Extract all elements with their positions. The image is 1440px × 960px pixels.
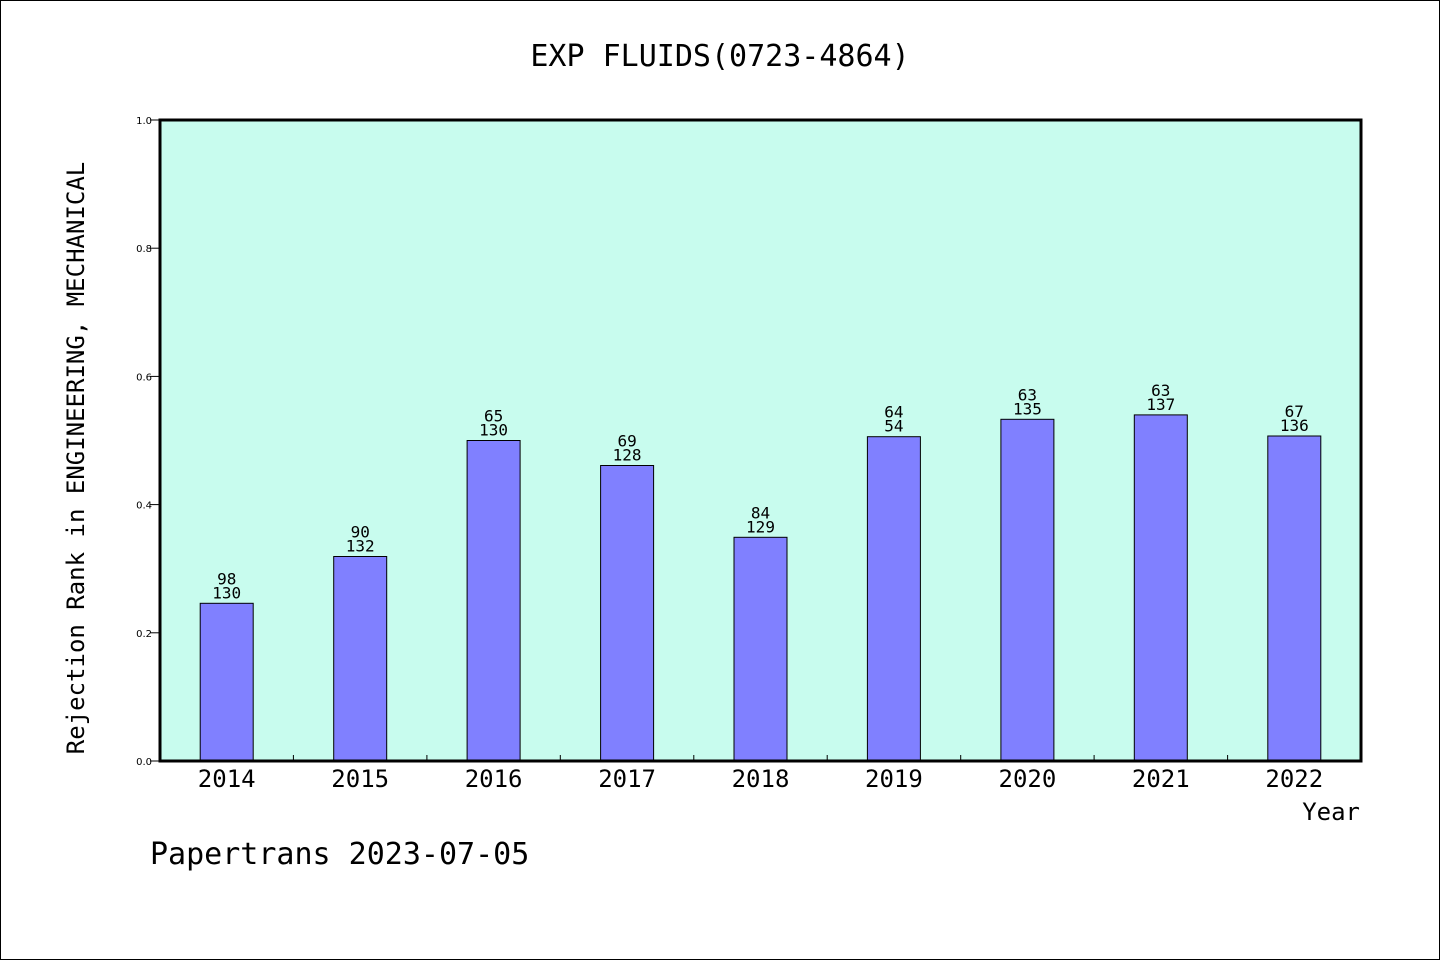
bar-2021: [1133, 414, 1188, 762]
chart-title: EXP FLUIDS(0723-4864): [530, 39, 909, 74]
x-tick-label: 2018: [732, 765, 790, 793]
bar-label-bottom: 129: [746, 517, 775, 536]
bar-label-top: 63: [1151, 381, 1170, 400]
bar-label-bottom: 137: [1146, 395, 1175, 414]
bar-2022: [1267, 435, 1322, 762]
bar-2020: [1000, 418, 1055, 762]
y-tick-label: 0.8: [136, 244, 152, 255]
bar-2017: [600, 465, 655, 762]
bar-label-bottom: 130: [479, 421, 508, 440]
y-tick-label: 0.0: [136, 757, 152, 768]
x-tick-label: 2021: [1132, 765, 1190, 793]
bar-label-top: 84: [751, 503, 770, 522]
y-axis-label: Rejection Rank in ENGINEERING, MECHANICA…: [62, 162, 90, 754]
x-tick-label: 2017: [598, 765, 656, 793]
y-tick-label: 0.6: [136, 372, 152, 383]
y-tick-label: 1.0: [136, 116, 152, 127]
bar-label-bottom: 128: [613, 446, 642, 465]
x-tick-label: 2019: [865, 765, 923, 793]
x-tick-label: 2015: [331, 765, 389, 793]
bar-label-bottom: 130: [212, 583, 241, 602]
x-tick-label: 2014: [198, 765, 256, 793]
bar-2016: [466, 440, 521, 762]
bar-2018: [733, 536, 788, 762]
x-tick-label: 2020: [999, 765, 1057, 793]
bar-label-bottom: 135: [1013, 399, 1042, 418]
bar-label-bottom: 132: [346, 537, 375, 556]
x-tick-label: 2022: [1265, 765, 1323, 793]
bar-2019: [866, 436, 921, 762]
y-tick-label: 0.4: [136, 501, 152, 512]
bar-label-top: 67: [1285, 402, 1304, 421]
bar-2015: [333, 556, 388, 762]
bar-label-top: 63: [1018, 385, 1037, 404]
plot-border: [158, 118, 1363, 763]
bar-label-top: 98: [217, 569, 236, 588]
bar-label-bottom: 136: [1280, 416, 1309, 435]
bar-label-bottom: 54: [884, 417, 903, 436]
bar-label-top: 90: [351, 523, 370, 542]
x-axis-label: Year: [1302, 798, 1360, 826]
bar-2014: [199, 602, 254, 762]
x-axis-ticks: 2014 2015 2016 2017 2018 2019 2020 2021 2022: [198, 755, 1323, 793]
footer-credit: Papertrans 2023-07-05: [150, 837, 529, 872]
y-axis-ticks: 0.0 0.2 0.4 0.6 0.8 1.0: [136, 116, 160, 768]
bar-label-top: 69: [617, 432, 636, 451]
bar-label-top: 64: [884, 403, 903, 422]
x-tick-label: 2016: [465, 765, 523, 793]
bars-group: [199, 414, 1322, 762]
bar-label-top: 65: [484, 407, 503, 426]
y-tick-label: 0.2: [136, 629, 152, 640]
